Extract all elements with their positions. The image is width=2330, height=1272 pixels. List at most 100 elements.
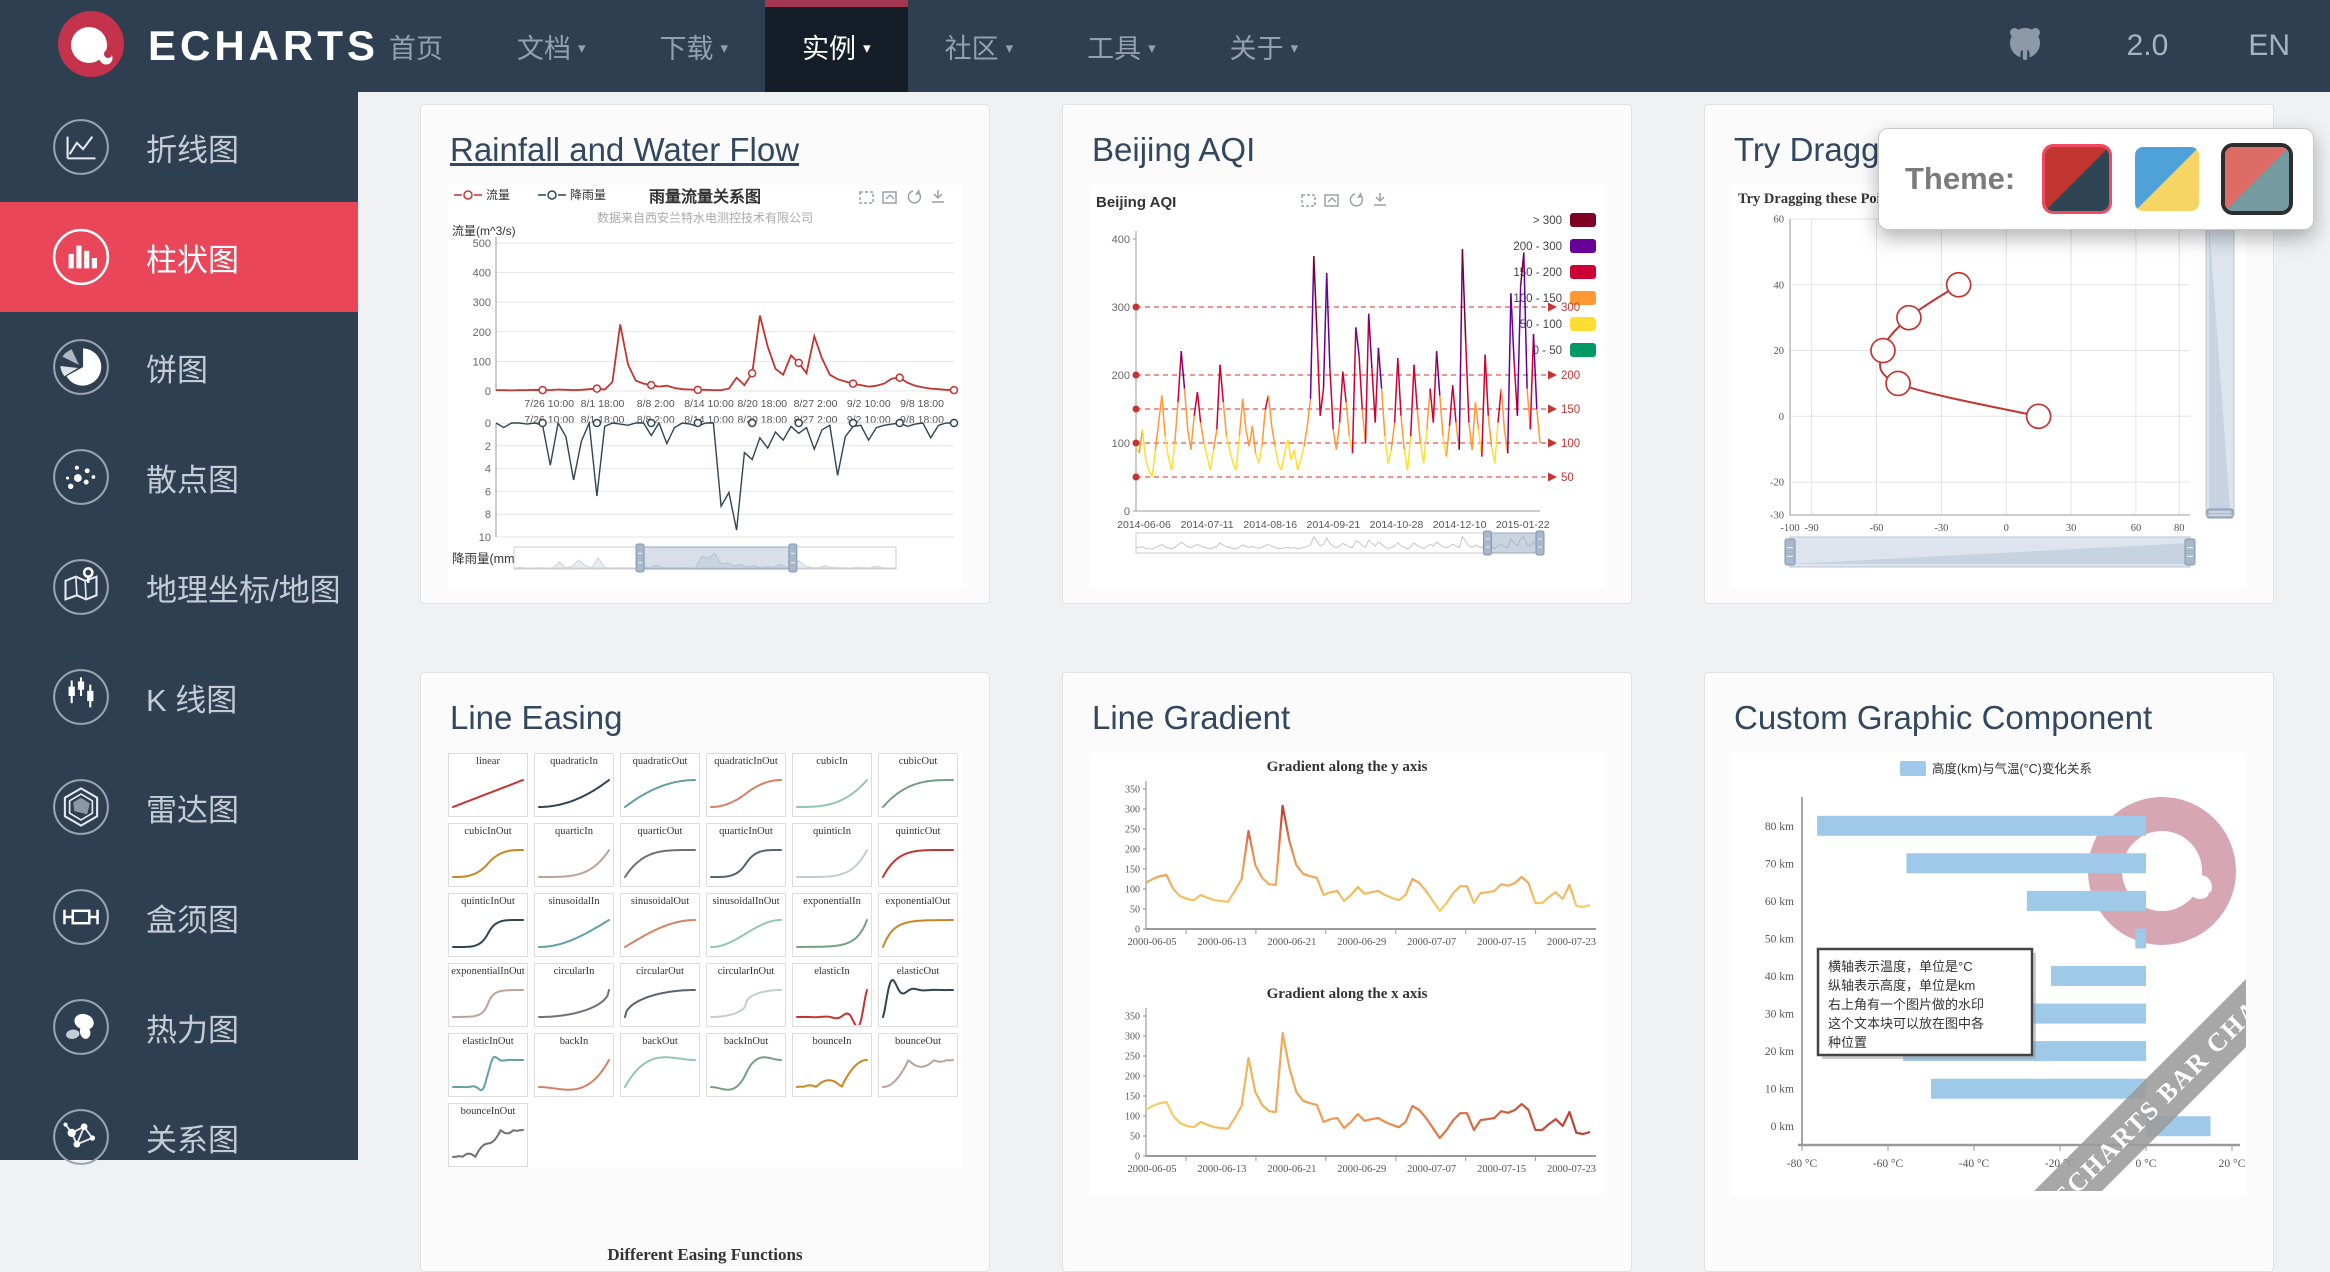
temperature-bar[interactable] <box>1817 815 2146 836</box>
svg-text:2015-01-22: 2015-01-22 <box>1496 519 1550 531</box>
svg-text:10 km: 10 km <box>1765 1084 1794 1096</box>
example-title-line-gradient[interactable]: Line Gradient <box>1092 699 1291 736</box>
chart-legend[interactable]: 高度(km)与气温(°C)变化关系 <box>1900 761 2092 776</box>
svg-text:60 km: 60 km <box>1765 896 1794 908</box>
easing-grid: linear quadraticIn quadraticOut quadraticIn… <box>448 753 962 1167</box>
sidebar-item-label: 柱状图 <box>146 242 239 278</box>
nav-item-home[interactable]: 首页 <box>389 33 443 64</box>
example-title-custom-graphic[interactable]: Custom Graphic Component <box>1734 699 2153 736</box>
easing-cell: exponentialOut <box>878 893 958 957</box>
echarts-logo[interactable]: ECHARTS <box>0 9 375 84</box>
temperature-bar[interactable] <box>2051 966 2146 986</box>
svg-text:200: 200 <box>1112 370 1130 382</box>
version-link[interactable]: 2.0 <box>2126 29 2169 62</box>
nav-item-docs[interactable]: 文档 ▾ <box>517 33 586 64</box>
svg-text:> 300: > 300 <box>1533 215 1562 227</box>
example-title-rainfall[interactable]: Rainfall and Water Flow <box>450 131 800 168</box>
github-icon[interactable] <box>2003 20 2047 72</box>
toolbox-icons[interactable] <box>1301 192 1386 207</box>
example-title-beijing-aqi[interactable]: Beijing AQI <box>1092 131 1256 168</box>
nav-item-download[interactable]: 下载 ▾ <box>659 33 729 64</box>
svg-text:100: 100 <box>1112 438 1130 450</box>
svg-text:60: 60 <box>2131 523 2142 534</box>
temperature-bar[interactable] <box>2135 928 2147 949</box>
sidebar-item-line-chart[interactable]: 折线图 <box>0 92 358 202</box>
svg-text:30: 30 <box>2066 523 2077 534</box>
toolbox-icons[interactable] <box>859 189 944 204</box>
easing-cell: elasticInOut <box>448 1033 528 1097</box>
svg-text:-60: -60 <box>1869 523 1883 534</box>
custom-graphic-chart: 高度(km)与气温(°C)变化关系 0 km 10 km 20 km 30 km 40 k… <box>1732 753 2330 1269</box>
draggable-point[interactable] <box>1870 337 1896 364</box>
caret-down-icon: ▾ <box>1005 40 1014 57</box>
svg-text:2014-12-10: 2014-12-10 <box>1433 519 1487 531</box>
svg-text:2014-06-06: 2014-06-06 <box>1117 519 1171 531</box>
easing-function-name: backIn <box>559 1036 589 1047</box>
temperature-bar[interactable] <box>1906 853 2147 874</box>
svg-text:-30: -30 <box>1770 511 1784 522</box>
datazoom-slider[interactable] <box>1135 530 1545 556</box>
easing-function-name: linear <box>476 756 500 767</box>
svg-text:300: 300 <box>1112 302 1130 314</box>
sidebar-item-label: 关系图 <box>146 1122 239 1158</box>
easing-function-name: sinusoidalOut <box>630 896 690 907</box>
svg-text:0: 0 <box>485 386 491 398</box>
svg-text:2000-07-23: 2000-07-23 <box>1547 937 1596 948</box>
theme-swatch-default[interactable] <box>2045 147 2110 211</box>
theme-picker: Theme: <box>1878 128 2314 230</box>
nav-item-tools[interactable]: 工具 ▾ <box>1087 33 1156 64</box>
easing-curve <box>710 989 782 1018</box>
heatmap-chart-icon <box>50 996 112 1058</box>
nav-item-examples[interactable]: 实例 ▾ <box>765 0 908 92</box>
svg-text:0: 0 <box>1135 925 1140 936</box>
draggable-point[interactable] <box>2025 403 2052 430</box>
datazoom-slider[interactable] <box>513 543 897 573</box>
svg-text:2000-07-23: 2000-07-23 <box>1547 1164 1596 1175</box>
sidebar-item-radar-chart[interactable]: 雷达图 <box>0 752 358 862</box>
sidebar-item-pie-chart[interactable]: 饼图 <box>0 312 358 422</box>
easing-function-name: quinticIn <box>813 826 851 837</box>
temperature-bar[interactable] <box>2026 890 2146 911</box>
nav-item-about[interactable]: 关于 ▾ <box>1229 33 1299 64</box>
easing-cell: quinticOut <box>878 823 958 887</box>
draggable-point[interactable] <box>1885 370 1911 397</box>
easing-function-name: exponentialOut <box>885 896 951 907</box>
svg-text:-100: -100 <box>1780 523 1799 534</box>
line-easing-chart: linear quadraticIn quadraticOut quadraticIn… <box>448 753 962 1167</box>
sidebar-item-graph-chart[interactable]: 关系图 <box>0 1082 358 1192</box>
datazoom-slider-x[interactable] <box>1784 536 2196 568</box>
easing-cell: quarticIn <box>534 823 614 887</box>
example-title-line-easing[interactable]: Line Easing <box>450 699 623 736</box>
datazoom-slider-y[interactable] <box>2205 214 2235 519</box>
easing-function-name: quinticOut <box>895 826 941 837</box>
theme-swatch-dark[interactable] <box>2225 147 2290 211</box>
sidebar-item-map-chart[interactable]: 地理坐标/地图 <box>0 532 358 642</box>
theme-swatch-light[interactable] <box>2135 147 2200 211</box>
easing-function-name: sinusoidalIn <box>548 896 600 907</box>
sidebar-item-candlestick-chart[interactable]: K 线图 <box>0 642 358 752</box>
sidebar-item-boxplot-chart[interactable]: 盒须图 <box>0 862 358 972</box>
draggable-point[interactable] <box>1896 304 1922 331</box>
svg-text:300: 300 <box>473 297 491 309</box>
chart-legend[interactable]: 流量 降雨量 <box>454 188 606 202</box>
temperature-bar[interactable] <box>1931 1078 2146 1099</box>
easing-curve <box>882 779 954 808</box>
sidebar-item-heatmap-chart[interactable]: 热力图 <box>0 972 358 1082</box>
svg-text:40 km: 40 km <box>1765 971 1794 983</box>
svg-text:50: 50 <box>1561 472 1574 484</box>
sidebar-item-scatter-chart[interactable]: 散点图 <box>0 422 358 532</box>
sidebar-item-bar-chart[interactable]: 柱状图 <box>0 202 358 312</box>
svg-text:横轴表示温度，单位是°C: 横轴表示温度，单位是°C <box>1828 959 1973 974</box>
draggable-point[interactable] <box>1945 271 1972 298</box>
beijing-aqi-chart: Beijing AQI > 300 200 - 300 150 - 200 100 - … <box>1090 185 1604 588</box>
echarts-logo-icon <box>56 9 126 84</box>
easing-function-name: circularOut <box>636 966 684 977</box>
boxplot-chart-icon <box>50 886 112 948</box>
svg-text:Beijing AQI: Beijing AQI <box>1096 194 1176 211</box>
nav-item-community[interactable]: 社区 ▾ <box>944 33 1014 64</box>
svg-text:8/8 2:00: 8/8 2:00 <box>637 398 675 410</box>
language-toggle[interactable]: EN <box>2248 29 2290 62</box>
example-card-dragging: Try Dragging these Points Try Dragging t… <box>1704 104 2274 604</box>
svg-text:2000-06-13: 2000-06-13 <box>1197 937 1246 948</box>
easing-function-name: elasticOut <box>896 966 940 977</box>
